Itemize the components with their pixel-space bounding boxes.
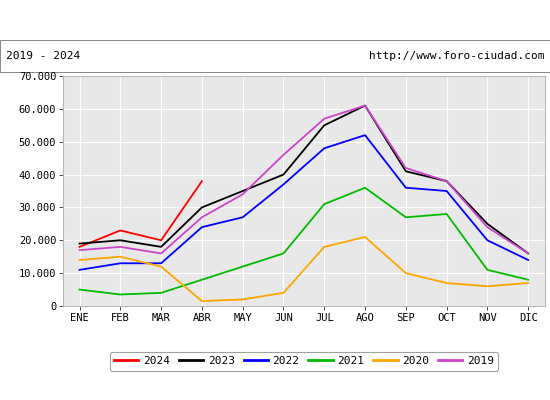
Legend: 2024, 2023, 2022, 2021, 2020, 2019: 2024, 2023, 2022, 2021, 2020, 2019: [109, 352, 498, 371]
Text: Evolucion Nº Turistas Extranjeros en el municipio de Estepona: Evolucion Nº Turistas Extranjeros en el …: [31, 14, 519, 26]
Text: 2019 - 2024: 2019 - 2024: [6, 51, 80, 61]
Text: http://www.foro-ciudad.com: http://www.foro-ciudad.com: [369, 51, 544, 61]
